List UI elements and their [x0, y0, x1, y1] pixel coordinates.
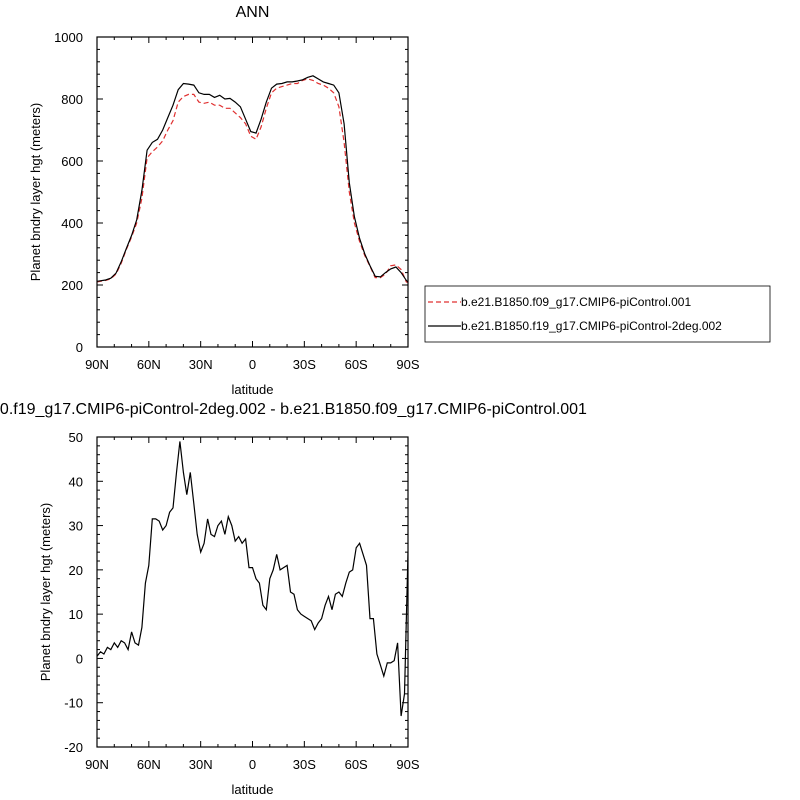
legend-label-2: b.e21.B1850.f19_g17.CMIP6-piControl-2deg… [461, 319, 722, 333]
x-tick-label: 30N [189, 357, 213, 372]
x-tick-label: 60S [345, 757, 368, 772]
chart-title: b.e21.B1850.f19_g17.CMIP6-piControl-2deg… [0, 401, 587, 418]
legend-box [424, 285, 771, 343]
legend: b.e21.B1850.f09_g17.CMIP6-piControl.001b… [424, 285, 771, 343]
y-tick-label: 800 [61, 92, 83, 107]
y-axis-label: Planet bndry layer hgt (meters) [28, 103, 43, 281]
x-tick-label: 30S [293, 757, 316, 772]
y-tick-label: 0 [76, 651, 83, 666]
x-axis-label: latitude [232, 382, 274, 397]
y-axis-label: Planet bndry layer hgt (meters) [38, 503, 53, 681]
x-tick-label: 60N [137, 757, 161, 772]
plot-frame [96, 436, 409, 748]
y-tick-label: -10 [64, 696, 83, 711]
x-tick-label: 30S [293, 357, 316, 372]
x-tick-label: 60S [345, 357, 368, 372]
x-tick-label: 90N [85, 757, 109, 772]
x-tick-label: 0 [249, 757, 256, 772]
x-tick-label: 0 [249, 357, 256, 372]
x-axis-label: latitude [232, 782, 274, 797]
y-tick-label: 600 [61, 154, 83, 169]
y-tick-label: 40 [69, 474, 83, 489]
chart-title: ANN [236, 4, 270, 21]
chart-2: 90N 60N 30N 0 30S 60S 90S -20 -10 0 10 20 30 40 50 b.e2… [0, 401, 587, 797]
y-tick-label: 50 [69, 430, 83, 445]
y-tick-label: 1000 [54, 30, 83, 45]
y-tick-label: 200 [61, 278, 83, 293]
y-tick-label: 10 [69, 607, 83, 622]
chart-1: 90N 60N 30N 0 30S 60S 90S 0 200 400 600 800 1000 ANN l… [28, 4, 420, 397]
x-tick-label: 30N [189, 757, 213, 772]
x-tick-label: 90S [396, 357, 419, 372]
series-line-2 [97, 75, 408, 283]
plot-frame [96, 36, 409, 348]
x-tick-label: 90N [85, 357, 109, 372]
x-tick-label: 60N [137, 357, 161, 372]
series-line-1 [97, 78, 408, 284]
y-tick-label: 400 [61, 216, 83, 231]
x-tick-label: 90S [396, 757, 419, 772]
y-tick-label: -20 [64, 740, 83, 755]
y-tick-label: 30 [69, 519, 83, 534]
y-tick-label: 20 [69, 563, 83, 578]
y-tick-label: 0 [76, 340, 83, 355]
legend-label-1: b.e21.B1850.f09_g17.CMIP6-piControl.001 [461, 295, 691, 309]
series-line-1 [97, 441, 408, 717]
